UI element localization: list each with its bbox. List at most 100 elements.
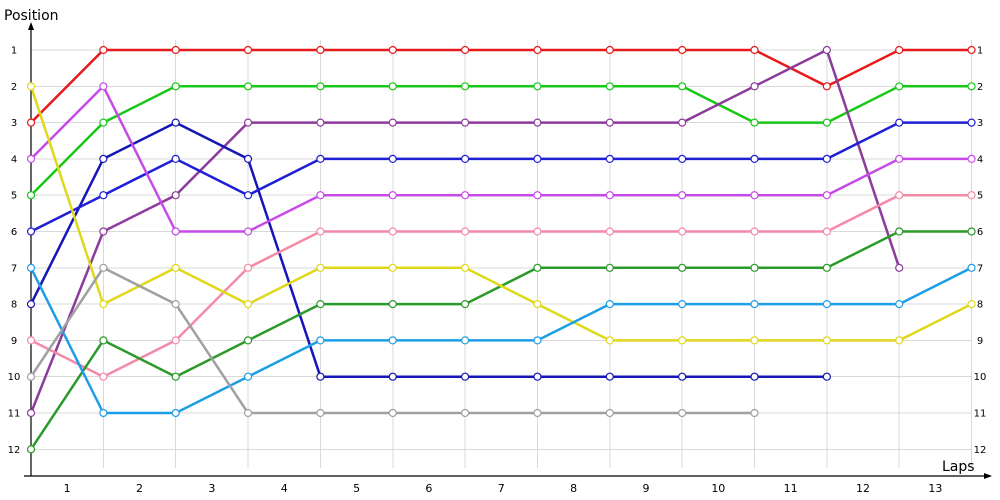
y-axis-arrow	[28, 22, 34, 30]
data-point	[388, 263, 397, 272]
data-point	[316, 118, 325, 127]
data-point	[822, 154, 831, 163]
x-tick-label: 1	[64, 482, 71, 495]
x-tick-label: 13	[928, 482, 942, 495]
data-point	[99, 191, 108, 200]
data-point	[99, 82, 108, 91]
y-tick-label-right: 6	[977, 227, 983, 238]
y-tick-label-left: 5	[11, 191, 17, 202]
data-point	[678, 336, 687, 345]
data-point	[461, 118, 470, 127]
data-point	[678, 118, 687, 127]
y-tick-label-right: 1	[977, 46, 983, 57]
series-line-9	[29, 85, 973, 342]
data-point	[26, 408, 36, 418]
data-point	[678, 45, 687, 55]
x-tick-label: 8	[570, 482, 577, 495]
data-point	[26, 154, 36, 163]
data-point	[678, 154, 687, 163]
series-line-10	[29, 266, 973, 415]
data-point	[461, 227, 470, 236]
data-point	[750, 336, 759, 345]
y-tick-label-left: 11	[8, 409, 21, 420]
series-line-2	[29, 85, 973, 197]
data-point	[822, 336, 831, 345]
data-point	[461, 408, 470, 418]
data-point	[171, 300, 180, 309]
y-tick-label-left: 8	[11, 300, 17, 311]
data-point	[99, 227, 108, 236]
data-point	[316, 300, 325, 309]
data-point	[99, 45, 108, 55]
data-point	[99, 408, 108, 418]
series-line-5	[29, 121, 973, 233]
data-point	[99, 263, 108, 272]
y-tick-label-right: 11	[974, 409, 987, 420]
data-point	[967, 154, 976, 163]
data-point	[171, 336, 180, 345]
x-tick-label: 4	[281, 482, 288, 495]
y-tick-label-left: 2	[11, 82, 17, 93]
data-point	[243, 45, 253, 55]
data-point	[895, 227, 904, 236]
data-point	[243, 336, 253, 345]
x-tick-label: 9	[642, 482, 649, 495]
data-point	[388, 45, 397, 55]
x-tick-label: 12	[856, 482, 870, 495]
data-point	[967, 263, 976, 272]
data-point	[388, 191, 397, 200]
data-point	[895, 336, 904, 345]
data-point	[533, 154, 542, 163]
y-tick-label-right: 3	[977, 118, 983, 129]
data-point	[678, 263, 687, 272]
y-tick-label-left: 6	[11, 227, 17, 238]
data-point	[26, 336, 36, 345]
data-point	[26, 191, 36, 200]
data-point	[533, 118, 542, 127]
y-tick-label-right: 12	[974, 445, 987, 456]
data-point	[750, 118, 759, 127]
data-point	[605, 118, 614, 127]
data-point	[99, 154, 108, 163]
data-point	[461, 154, 470, 163]
y-tick-label-right: 9	[977, 336, 983, 347]
data-point	[822, 191, 831, 200]
data-point	[895, 191, 904, 200]
x-tick-label: 10	[711, 482, 725, 495]
data-point	[678, 227, 687, 236]
series-line-7	[29, 193, 973, 378]
data-point	[605, 263, 614, 272]
data-point	[822, 300, 831, 309]
y-tick-label-right: 8	[977, 300, 983, 311]
data-point	[171, 154, 180, 163]
data-point	[605, 408, 614, 418]
data-point	[967, 82, 976, 91]
data-point	[388, 336, 397, 345]
data-point	[243, 154, 253, 163]
x-axis-arrow	[984, 473, 992, 479]
data-point	[243, 300, 253, 309]
data-point	[99, 300, 108, 309]
data-point	[533, 191, 542, 200]
data-point	[895, 154, 904, 163]
data-point	[316, 82, 325, 91]
data-point	[171, 45, 180, 55]
data-point	[533, 45, 542, 55]
data-point	[533, 408, 542, 418]
data-point	[316, 227, 325, 236]
data-point	[822, 227, 831, 236]
data-point	[822, 372, 831, 381]
data-point	[750, 300, 759, 309]
data-point	[895, 45, 904, 55]
data-point	[26, 82, 36, 91]
data-point	[461, 372, 470, 381]
data-point	[461, 82, 470, 91]
data-point	[461, 336, 470, 345]
y-tick-label-left: 3	[11, 118, 17, 129]
data-point	[99, 372, 108, 381]
x-tick-label: 2	[136, 482, 143, 495]
data-point	[967, 118, 976, 127]
data-point	[533, 372, 542, 381]
data-point	[750, 372, 759, 381]
